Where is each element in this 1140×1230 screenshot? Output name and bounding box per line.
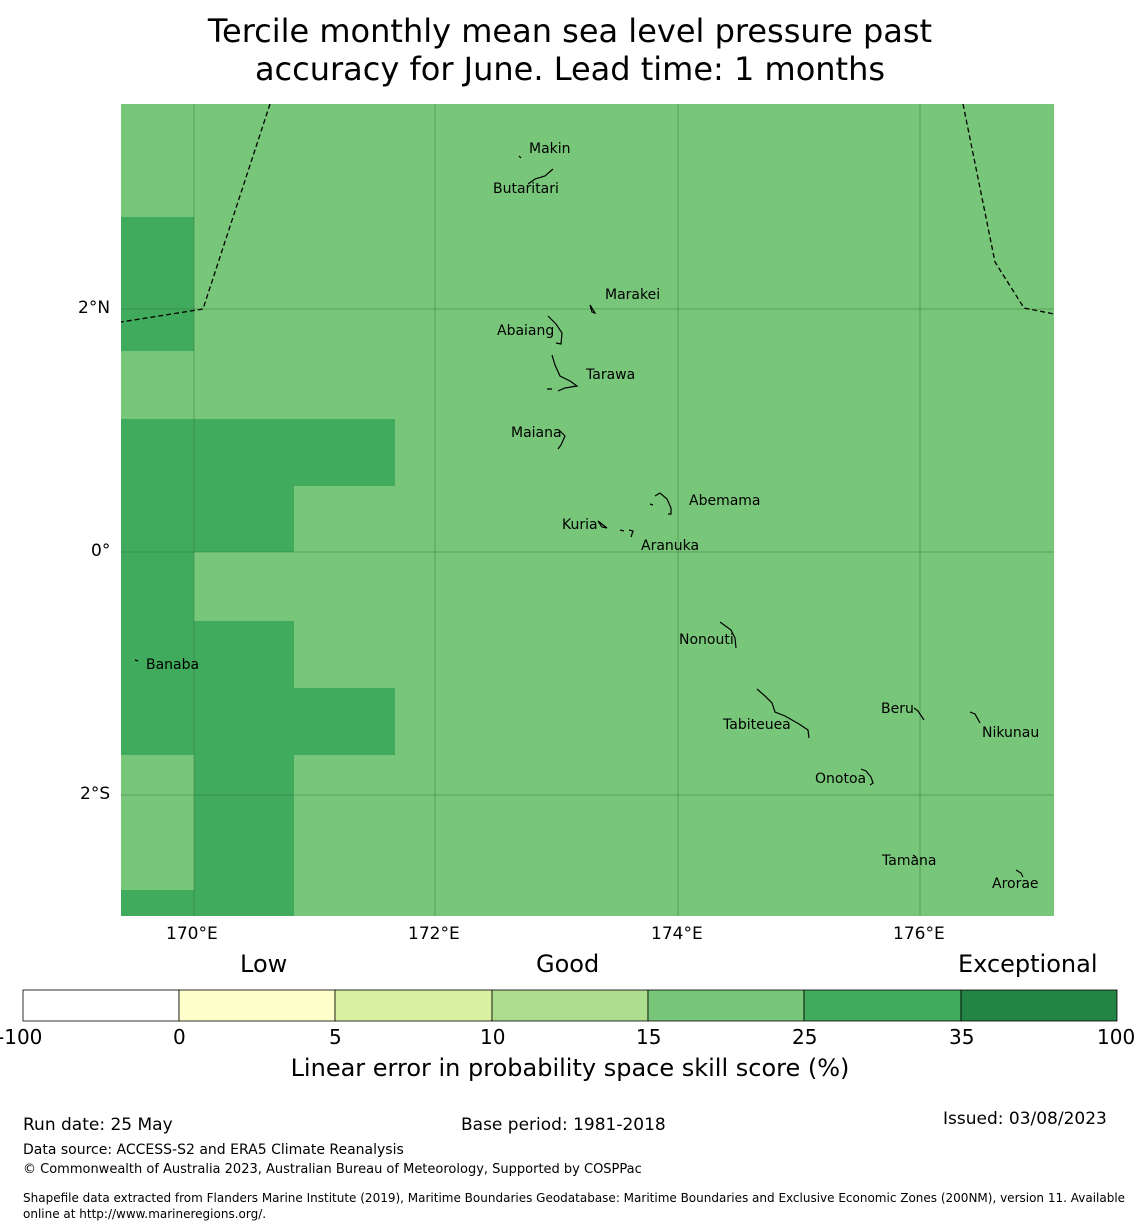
copyright: © Commonwealth of Australia 2023, Austra… xyxy=(23,1162,642,1177)
place-label-arorae: Arorae xyxy=(992,876,1039,892)
skill-cell xyxy=(121,552,194,621)
island-nikunau xyxy=(969,711,981,724)
place-label-maiana: Maiana xyxy=(511,425,562,441)
island-kuria xyxy=(597,520,608,529)
colorbar-segment xyxy=(22,989,180,1022)
skill-cell xyxy=(121,688,395,755)
colorbar-tick-label: -100 xyxy=(0,1025,43,1049)
island-arorae xyxy=(1015,869,1024,878)
island-abaiang xyxy=(547,315,563,345)
island-outlines xyxy=(134,155,1024,878)
island-marakei xyxy=(589,304,597,315)
island-butaritari xyxy=(527,168,554,185)
colorbar-segment xyxy=(803,989,962,1022)
colorbar-category-low: Low xyxy=(240,950,288,978)
colorbar-tick-label: 15 xyxy=(636,1025,662,1049)
colorbar-tick-label: 10 xyxy=(480,1025,506,1049)
place-label-tarawa: Tarawa xyxy=(586,367,636,383)
island-banaba xyxy=(134,659,139,662)
island-tabiteuea xyxy=(756,688,810,739)
colorbar-category-good: Good xyxy=(536,950,600,978)
island-makin xyxy=(518,155,522,159)
colorbar-category-exceptional: Exceptional xyxy=(958,950,1098,978)
eez-boundaries xyxy=(120,103,1055,323)
place-label-makin: Makin xyxy=(529,141,571,157)
place-label-kuria: Kuria xyxy=(562,517,598,533)
lat-label: 0° xyxy=(91,541,111,561)
colorbar-segment xyxy=(647,989,805,1022)
chart-title-line-1: Tercile monthly mean sea level pressure … xyxy=(207,12,933,50)
place-label-banaba: Banaba xyxy=(146,657,200,673)
place-label-onotoa: Onotoa xyxy=(815,771,867,787)
place-label-abemama: Abemama xyxy=(689,493,761,509)
colorbar-axis-label: Linear error in probability space skill … xyxy=(290,1054,850,1082)
shapefile-credit-line-2: online at http://www.marineregions.org/. xyxy=(23,1207,267,1221)
colorbar xyxy=(22,989,1118,1022)
colorbar-segment xyxy=(178,989,336,1022)
place-label-nonouti: Nonouti xyxy=(679,632,734,648)
island-tarawa xyxy=(547,354,579,392)
colorbar-segment xyxy=(334,989,493,1022)
colorbar-tick-label: 35 xyxy=(949,1025,975,1049)
lat-label: 2°S xyxy=(80,784,111,804)
lon-label: 170°E xyxy=(166,924,218,944)
run-date: Run date: 25 May xyxy=(23,1115,173,1135)
issued-date: Issued: 03/08/2023 xyxy=(943,1109,1107,1129)
island-onotoa xyxy=(860,768,874,786)
island-maiana xyxy=(557,429,566,450)
skill-cell xyxy=(121,621,294,688)
chart-title-line-2: accuracy for June. Lead time: 1 months xyxy=(254,50,886,88)
place-label-nikunau: Nikunau xyxy=(982,725,1040,741)
lat-label: 2°N xyxy=(78,298,111,318)
colorbar-segment xyxy=(491,989,649,1022)
gridlines xyxy=(121,104,1054,916)
island-abemama xyxy=(649,492,672,515)
colorbar-tick-label: 0 xyxy=(173,1025,186,1049)
data-source: Data source: ACCESS-S2 and ERA5 Climate … xyxy=(23,1142,404,1158)
eez-boundary-east xyxy=(962,103,1055,315)
place-label-tamana: Tamana xyxy=(882,853,937,869)
skill-cell xyxy=(194,755,294,916)
colorbar-segment xyxy=(960,989,1118,1022)
place-label-butaritari: Butaritari xyxy=(493,181,559,197)
place-label-abaiang: Abaiang xyxy=(497,323,555,339)
lon-label: 176°E xyxy=(893,924,945,944)
skill-cell xyxy=(121,217,194,351)
shapefile-credit-line-1: Shapefile data extracted from Flanders M… xyxy=(23,1191,1126,1205)
skill-cells-high xyxy=(121,217,395,916)
skill-cell xyxy=(121,890,194,916)
colorbar-tick-label: 25 xyxy=(792,1025,818,1049)
island-nonouti xyxy=(719,621,737,649)
base-period: Base period: 1981-2018 xyxy=(461,1115,666,1135)
colorbar-tick-label: 100 xyxy=(1097,1025,1136,1049)
skill-cell xyxy=(121,486,294,552)
island-aranuka xyxy=(619,529,634,538)
island-beru xyxy=(913,707,925,721)
skill-cell xyxy=(121,419,395,486)
place-label-tabiteuea: Tabiteuea xyxy=(723,717,791,733)
place-label-aranuka: Aranuka xyxy=(641,538,700,554)
place-label-beru: Beru xyxy=(881,701,914,717)
island-tamana xyxy=(912,854,917,858)
colorbar-tick-label: 5 xyxy=(329,1025,342,1049)
place-label-marakei: Marakei xyxy=(605,287,661,303)
lon-label: 172°E xyxy=(408,924,460,944)
lon-label: 174°E xyxy=(651,924,703,944)
